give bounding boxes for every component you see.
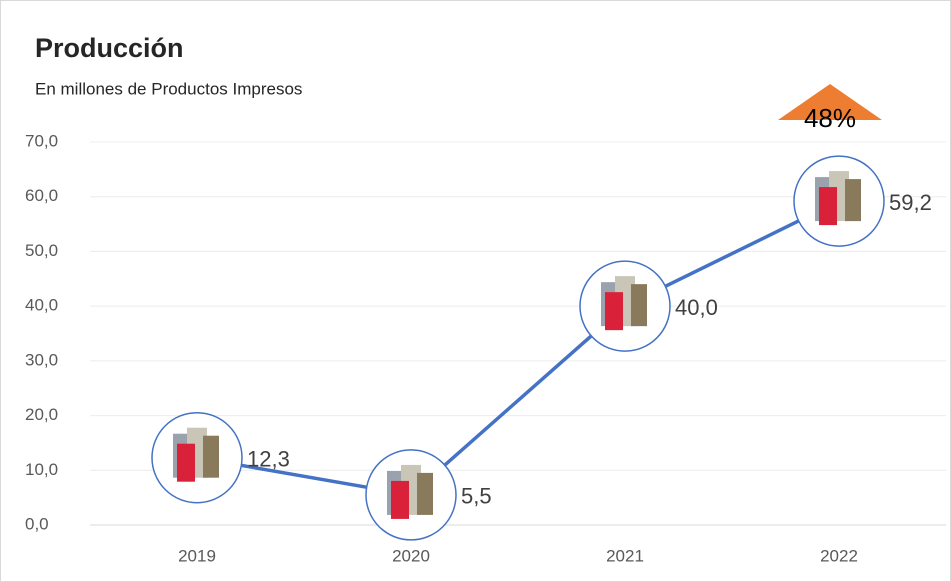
x-tick-label: 2020 [392,546,430,565]
y-tick-label: 10,0 [25,460,58,479]
book-icon [845,179,861,222]
book-icon [417,472,433,515]
data-label: 40,0 [675,295,718,320]
y-tick-label: 30,0 [25,350,58,369]
y-tick-label: 20,0 [25,405,58,424]
book-icon [819,187,837,226]
data-label: 59,2 [889,190,932,215]
chart-subtitle: En millones de Productos Impresos [35,79,302,98]
data-label: 12,3 [247,447,290,472]
annotation-triangle [778,84,882,120]
point-marker [365,449,457,541]
y-tick-label: 40,0 [25,296,58,315]
point-marker [151,411,243,504]
y-tick-label: 70,0 [25,131,58,150]
book-icon [203,435,219,478]
book-icon [631,284,647,327]
chart-title: Producción [35,33,184,63]
data-label: 5,5 [461,484,492,509]
x-tick-label: 2022 [820,546,858,565]
point-marker [579,260,671,352]
book-icon [177,443,195,482]
y-tick-label: 50,0 [25,241,58,260]
y-tick-label: 0,0 [25,514,49,533]
book-icon [391,480,409,519]
y-tick-label: 60,0 [25,186,58,205]
series-line [196,199,840,497]
x-tick-label: 2019 [178,546,216,565]
point-marker [793,155,885,247]
annotation: 48% [804,103,856,133]
x-tick-label: 2021 [606,546,644,565]
book-icon [605,292,623,331]
